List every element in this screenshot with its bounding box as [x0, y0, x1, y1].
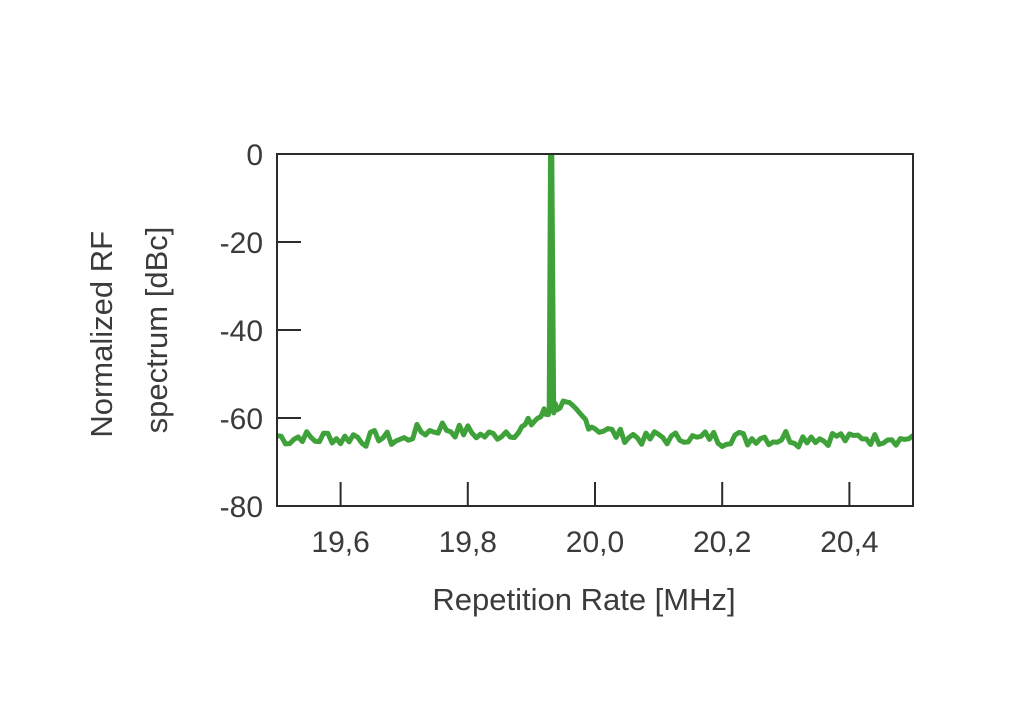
x-tick-label: 19,6 [311, 526, 369, 559]
x-tick-label: 20,4 [820, 526, 878, 559]
y-tick-label: -20 [220, 227, 263, 260]
y-axis-title-line-1: Normalized RF [84, 231, 119, 438]
x-axis-ticks: 19,6 19,8 20,0 20,2 20,4 [311, 482, 879, 559]
spectrum-line [277, 154, 913, 450]
x-tick-label: 19,8 [439, 526, 497, 559]
y-tick-label: -80 [220, 491, 263, 524]
y-tick-label: -60 [220, 403, 263, 436]
y-tick-label: 0 [246, 139, 263, 172]
x-tick-label: 20,0 [566, 526, 624, 559]
y-axis-title-line-2: spectrum [dBc] [139, 227, 174, 434]
x-tick-label: 20,2 [693, 526, 751, 559]
x-axis-title: Repetition Rate [MHz] [432, 582, 735, 617]
plot-frame [276, 153, 914, 507]
y-tick-label: -40 [220, 315, 263, 348]
y-axis-title: Normalized RF spectrum [dBc] [84, 222, 174, 437]
y-axis-ticks: 0 -20 -40 -60 -80 [220, 139, 301, 524]
